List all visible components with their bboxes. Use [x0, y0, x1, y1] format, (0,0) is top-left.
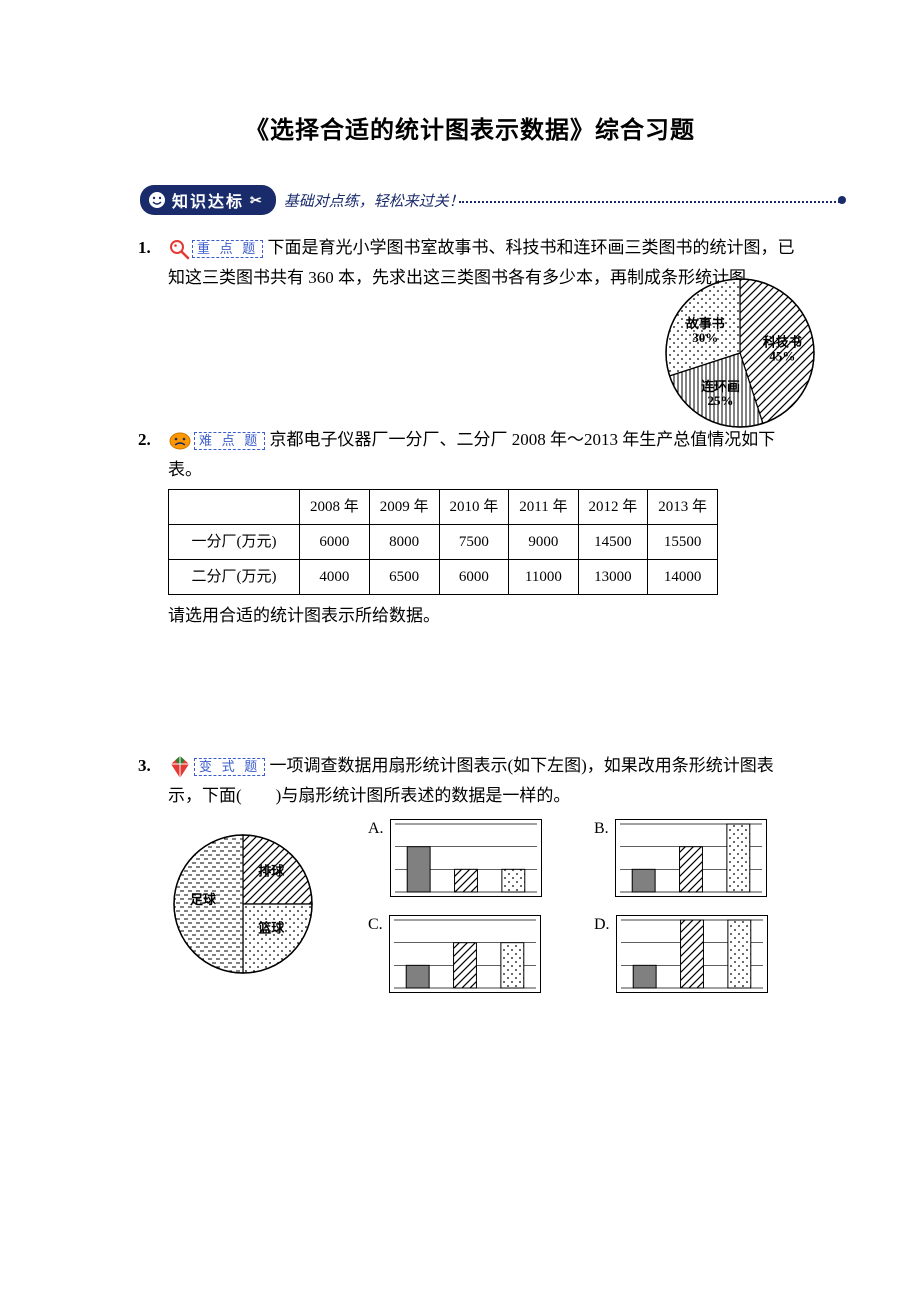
table-cell: 8000: [369, 524, 439, 559]
table-header-cell: 2012 年: [578, 489, 648, 524]
badge-bianshi: 变 式 题: [168, 755, 265, 779]
section-pill-label: 知识达标: [172, 188, 244, 212]
svg-text:30%: 30%: [692, 330, 718, 345]
problem-3-body: 变 式 题 一项调查数据用扇形统计图表示(如下左图)，如果改用条形统计图表示，下…: [140, 751, 800, 811]
section-header: 知识达标 ✂ 基础对点练，轻松来过关！: [140, 185, 800, 215]
table-cell: 9000: [509, 524, 578, 559]
section-pill: 知识达标 ✂: [140, 185, 276, 215]
svg-text:故事书: 故事书: [686, 316, 725, 331]
table-cell: 14000: [648, 560, 718, 595]
svg-text:排球: 排球: [258, 863, 285, 878]
q2-data-table: 2008 年2009 年2010 年2011 年2012 年2013 年一分厂(…: [168, 489, 718, 596]
table-header-cell: 2009 年: [369, 489, 439, 524]
table-header-cell: [169, 489, 300, 524]
sad-face-icon: [168, 431, 192, 451]
table-cell: 11000: [509, 560, 578, 595]
scissor-icon: ✂: [250, 192, 264, 209]
table-header-cell: 2011 年: [509, 489, 578, 524]
problem-3-number: 3.: [138, 751, 151, 781]
table-header-cell: 2010 年: [439, 489, 509, 524]
q3-figure-row: 排球篮球 足球 A. B. C. D.: [168, 819, 800, 993]
section-tail: 基础对点练，轻松来过关！: [284, 190, 800, 211]
q3-option-d-letter: D.: [594, 915, 610, 933]
svg-text:足球: 足球: [190, 892, 217, 907]
q3-option-c: C.: [368, 915, 568, 993]
kite-icon: [168, 755, 192, 779]
table-cell: 15500: [648, 524, 718, 559]
page-title: 《选择合适的统计图表示数据》综合习题: [140, 110, 800, 145]
q3-option-b-letter: B.: [594, 819, 609, 837]
problem-2-body: 难 点 题 京都电子仪器厂一分厂、二分厂 2008 年～2013 年生产总值情况…: [140, 425, 800, 485]
q3-option-a-letter: A.: [368, 819, 384, 837]
smile-icon: [148, 191, 166, 209]
badge-bianshi-label: 变 式 题: [194, 758, 265, 776]
q3-option-b: B.: [594, 819, 794, 897]
table-cell: 13000: [578, 560, 648, 595]
problem-1: 1. 重 点 题 下面是育光小学图书室故事书、科技书和连环画三类图书的统计图，已…: [140, 233, 800, 403]
q1-pie-chart: 科技书45% 连环画25% 故事书30%: [660, 273, 820, 433]
table-header-cell: 2013 年: [648, 489, 718, 524]
problem-3: 3. 变 式 题 一项调查数据用扇形统计图表示(如下左图)，如果改用条形统计图表…: [140, 751, 800, 993]
table-header-cell: 2008 年: [300, 489, 370, 524]
svg-text:25%: 25%: [708, 393, 734, 408]
table-cell: 6000: [439, 560, 509, 595]
table-cell: 一分厂(万元): [169, 524, 300, 559]
q3-pie-chart: 排球篮球 足球: [168, 829, 318, 979]
table-cell: 二分厂(万元): [169, 560, 300, 595]
magnifier-icon: [168, 238, 190, 260]
section-tail-text: 基础对点练，轻松来过关！: [284, 194, 464, 210]
tail-end-dot: [836, 194, 847, 205]
table-row: 一分厂(万元)60008000750090001450015500: [169, 524, 718, 559]
q3-option-a: A.: [368, 819, 568, 897]
problem-2-text-b-wrap: 请选用合适的统计图表示所给数据。: [140, 601, 800, 631]
problem-2: 2. 难 点 题 京都电子仪器厂一分厂、二分厂 2008 年～2013 年生产总…: [140, 425, 800, 631]
svg-text:45%: 45%: [769, 348, 795, 363]
q3-option-c-letter: C.: [368, 915, 383, 933]
badge-nandian: 难 点 题: [168, 431, 265, 451]
table-cell: 4000: [300, 560, 370, 595]
svg-text:科技书: 科技书: [763, 334, 802, 349]
page-root: 《选择合适的统计图表示数据》综合习题 知识达标 ✂ 基础对点练，轻松来过关！ 1…: [140, 110, 800, 1015]
badge-zhongdian-label: 重 点 题: [192, 240, 263, 258]
svg-text:篮球: 篮球: [257, 920, 285, 935]
table-cell: 7500: [439, 524, 509, 559]
table-row: 二分厂(万元)400065006000110001300014000: [169, 560, 718, 595]
badge-nandian-label: 难 点 题: [194, 432, 265, 450]
table-cell: 6500: [369, 560, 439, 595]
problem-1-number: 1.: [138, 233, 151, 263]
svg-text:连环画: 连环画: [701, 379, 740, 394]
problem-2-number: 2.: [138, 425, 151, 455]
q3-option-d: D.: [594, 915, 794, 993]
table-cell: 14500: [578, 524, 648, 559]
q3-options: A. B. C. D.: [368, 819, 794, 993]
table-cell: 6000: [300, 524, 370, 559]
badge-zhongdian: 重 点 题: [168, 238, 263, 260]
problem-2-text-b: 请选用合适的统计图表示所给数据。: [168, 606, 440, 625]
